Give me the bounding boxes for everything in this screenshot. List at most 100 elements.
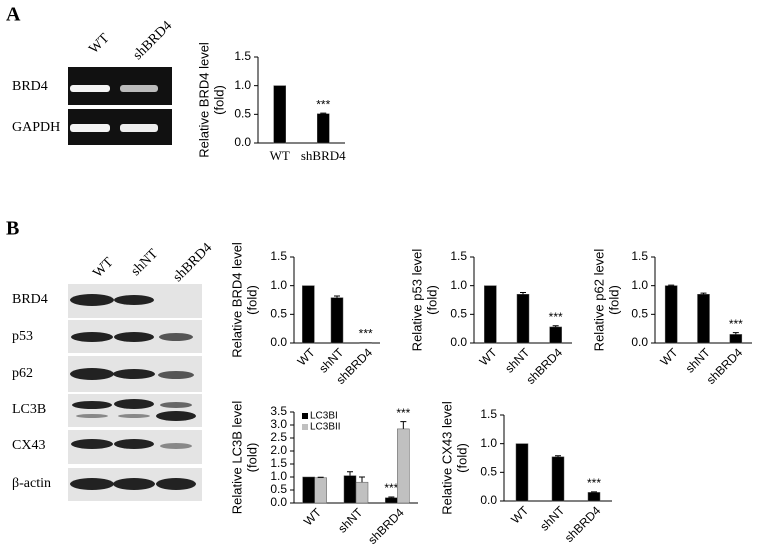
y-tick-label: 0.5	[234, 107, 251, 121]
error-bar	[388, 496, 395, 498]
bar	[314, 477, 327, 504]
y-tick-label: 3.0	[270, 417, 287, 431]
y-axis-label: Relative BRD4 level	[229, 242, 244, 358]
y-axis-label: (fold)	[211, 85, 226, 115]
bar	[516, 294, 530, 344]
y-tick-label: 1.5	[480, 407, 497, 421]
x-tick-label: shBRD4	[704, 345, 746, 387]
y-axis-label: Relative LC3B level	[229, 401, 244, 515]
error-bar	[555, 455, 561, 457]
error-bar	[317, 476, 324, 478]
error-bar	[320, 112, 327, 114]
x-tick-label: shBRD4	[301, 148, 346, 163]
row-label: β-actin	[12, 476, 51, 491]
y-axis-label: Relative BRD4 level	[196, 42, 211, 158]
y-tick-label: 0.0	[450, 335, 467, 349]
x-tick-label: WT	[508, 503, 532, 527]
y-tick-label: 1.5	[450, 249, 467, 263]
bar	[330, 297, 344, 344]
y-tick-label: 1.0	[450, 278, 467, 292]
error-bar	[732, 332, 739, 335]
bar	[551, 456, 565, 502]
bar	[397, 428, 410, 504]
bar	[515, 443, 529, 502]
lane-label: WT	[86, 31, 112, 57]
y-tick-label: 0.0	[270, 495, 287, 509]
western-blot	[68, 284, 202, 501]
row-label: p62	[12, 366, 33, 381]
x-tick-label: WT	[657, 345, 681, 369]
y-tick-label: 1.0	[480, 436, 497, 450]
bar	[343, 475, 357, 504]
bar	[729, 334, 743, 344]
y-tick-label: 0.5	[270, 482, 287, 496]
legend-swatch	[302, 413, 308, 419]
y-axis-label: (fold)	[424, 285, 439, 315]
y-tick-label: 3.5	[270, 404, 287, 418]
gel-blot	[68, 67, 172, 145]
y-tick-label: 0.0	[270, 335, 287, 349]
lane-label: shBRD4	[170, 240, 215, 285]
error-bar	[552, 325, 559, 327]
x-tick-label: WT	[270, 148, 290, 163]
legend-label: LC3BII	[310, 422, 341, 433]
y-tick-label: 1.0	[631, 278, 648, 292]
error-bar	[347, 471, 353, 476]
significance: ***	[359, 327, 373, 341]
y-axis-label: (fold)	[244, 443, 259, 473]
legend-swatch	[302, 424, 308, 430]
bar	[484, 285, 497, 344]
x-tick-label: shBRD4	[524, 345, 566, 387]
bar	[359, 342, 372, 344]
bar	[302, 476, 315, 504]
row-label: GAPDH	[12, 120, 60, 135]
significance: ***	[729, 317, 743, 331]
y-tick-label: 1.5	[234, 49, 251, 63]
y-tick-label: 1.0	[234, 78, 251, 92]
lane-label: WT	[90, 255, 116, 281]
y-axis-label: (fold)	[606, 285, 621, 315]
y-tick-label: 1.5	[270, 456, 287, 470]
significance: ***	[587, 476, 601, 490]
error-bar	[668, 284, 675, 286]
x-tick-label: shNT	[335, 505, 366, 536]
lane-label: shBRD4	[130, 18, 175, 63]
x-tick-label: shNT	[537, 503, 568, 534]
y-tick-label: 2.0	[270, 443, 287, 457]
x-tick-label: WT	[295, 345, 319, 369]
bar	[302, 285, 315, 344]
row-label: CX43	[12, 438, 45, 453]
row-label: LC3B	[12, 402, 46, 417]
lane-label: shNT	[128, 246, 161, 279]
y-tick-label: 0.0	[631, 335, 648, 349]
y-tick-label: 1.0	[270, 469, 287, 483]
panel-letter: A	[6, 4, 21, 26]
error-bar	[359, 476, 365, 483]
y-tick-label: 0.5	[631, 307, 648, 321]
bar	[355, 481, 369, 504]
significance: ***	[549, 310, 563, 324]
y-tick-label: 1.5	[631, 249, 648, 263]
y-axis-label: (fold)	[454, 443, 469, 473]
x-tick-label: WT	[477, 345, 501, 369]
y-axis-label: Relative p62 level	[591, 249, 606, 352]
significance: ***	[384, 481, 398, 495]
legend-label: LC3BI	[310, 411, 338, 422]
bar	[273, 85, 286, 144]
bar	[385, 497, 398, 504]
bar	[549, 326, 562, 344]
bar	[317, 113, 330, 144]
bar	[664, 285, 678, 344]
panel-letter: B	[6, 218, 19, 240]
significance: ***	[396, 406, 410, 420]
y-tick-label: 1.0	[270, 278, 287, 292]
y-tick-label: 0.0	[480, 493, 497, 507]
error-bar	[520, 292, 526, 295]
row-label: BRD4	[12, 79, 48, 94]
y-tick-label: 1.5	[270, 249, 287, 263]
bar	[587, 492, 601, 502]
y-axis-label: (fold)	[244, 285, 259, 315]
row-label: p53	[12, 329, 33, 344]
row-label: BRD4	[12, 292, 48, 307]
